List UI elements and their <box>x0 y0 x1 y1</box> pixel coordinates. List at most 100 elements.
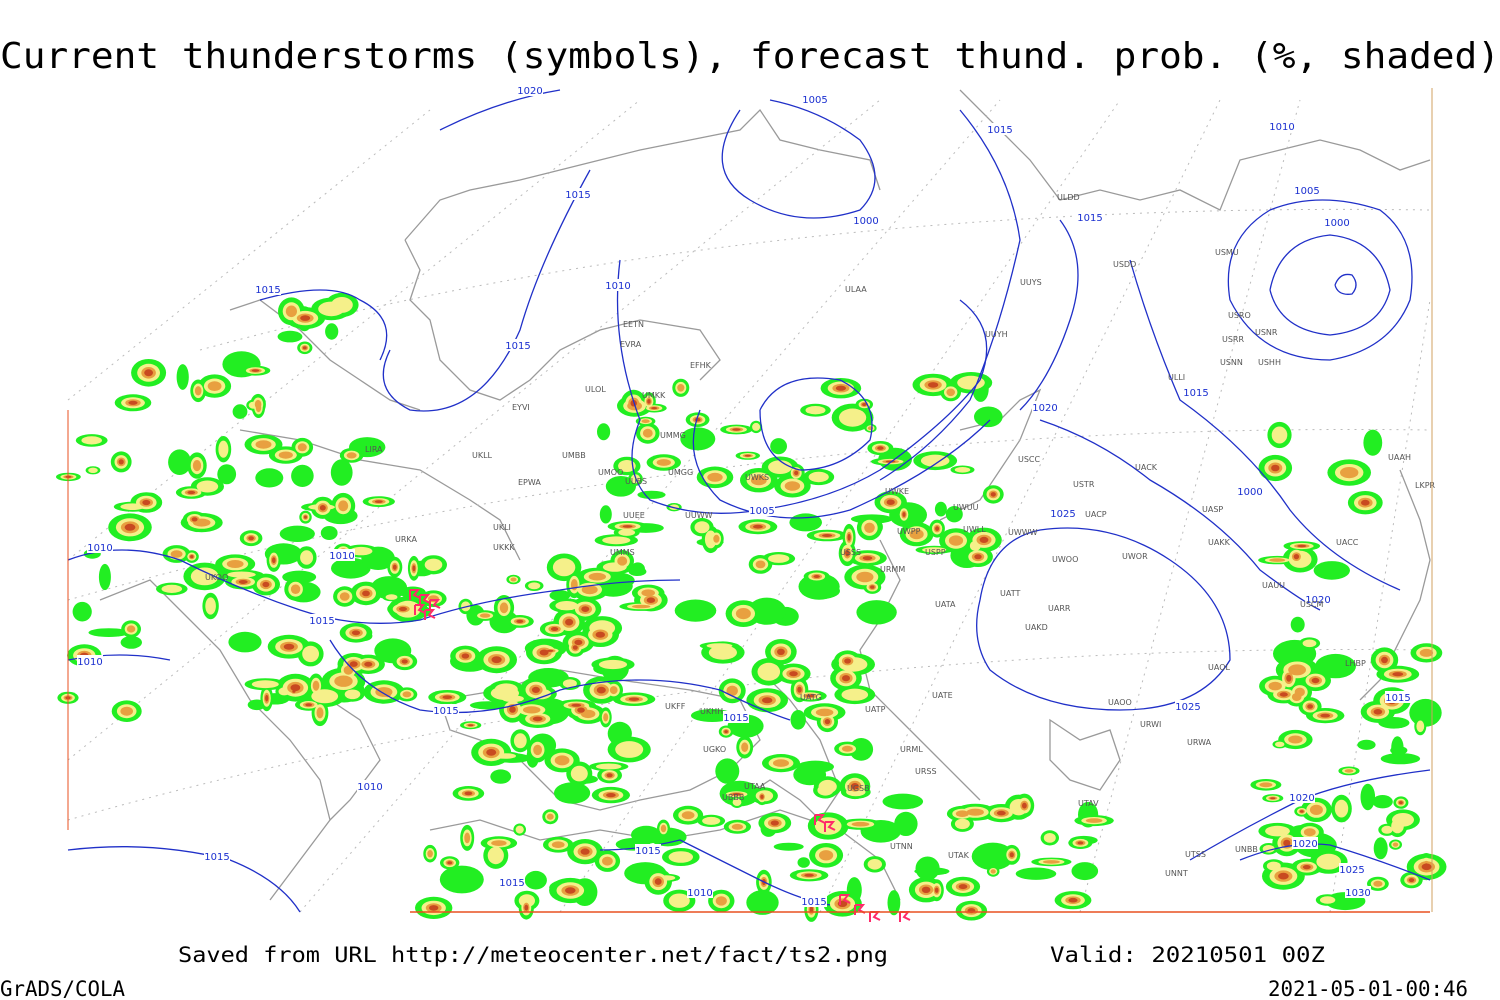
isobar-label: 1010 <box>605 281 630 292</box>
isobar-label: 1015 <box>801 897 826 908</box>
prob-area <box>894 811 918 837</box>
prob-area <box>300 550 314 565</box>
prob-area <box>809 906 814 913</box>
station-label: USNN <box>1220 358 1243 367</box>
prob-area <box>617 556 628 566</box>
prob-area <box>887 890 901 916</box>
prob-area <box>1391 819 1404 834</box>
prob-area <box>605 476 637 497</box>
prob-area <box>1416 720 1425 733</box>
prob-area <box>142 499 151 506</box>
prob-area <box>580 848 590 855</box>
prob-area <box>618 529 636 536</box>
station-label: UAAH <box>1388 453 1411 462</box>
storm-symbol <box>429 599 441 610</box>
isobar-label-bg <box>1237 485 1263 497</box>
prob-area <box>797 857 810 868</box>
prob-area <box>1320 713 1330 718</box>
prob-area <box>732 793 741 796</box>
prob-area <box>1265 825 1290 837</box>
prob-area <box>442 695 453 699</box>
prob-area <box>602 536 631 545</box>
prob-area <box>660 824 667 833</box>
isobar-labels: 1020 1005 1015 1010 1005 1000 1015 1000 1015 1010… <box>77 84 1411 908</box>
prob-area <box>1068 897 1078 903</box>
prob-area <box>735 608 751 620</box>
isobar-label-bg <box>801 895 827 907</box>
station-label: UACC <box>1336 538 1359 547</box>
prob-area <box>291 464 314 487</box>
prob-area <box>98 563 111 591</box>
isobar-label: 1015 <box>987 125 1012 136</box>
prob-area <box>1381 656 1388 664</box>
prob-area <box>796 760 835 773</box>
prob-area <box>331 557 371 579</box>
station-label: UWLL <box>963 525 986 534</box>
prob-area <box>877 446 884 450</box>
prob-area <box>1293 554 1300 560</box>
prob-area <box>1085 818 1103 823</box>
prob-area <box>641 589 655 597</box>
prob-area <box>302 645 319 663</box>
station-label: LHBP <box>1345 659 1366 668</box>
isobar-label-bg <box>87 541 113 553</box>
station-label: UARR <box>1048 604 1071 613</box>
isobar-label: 1010 <box>1269 122 1294 133</box>
prob-area <box>128 400 138 405</box>
prob-area <box>120 706 133 716</box>
prob-area <box>375 687 393 697</box>
prob-area <box>707 472 723 482</box>
prob-area <box>190 555 194 559</box>
prob-area <box>278 687 290 696</box>
isobar-label: 1015 <box>309 616 334 627</box>
isobar-label-bg <box>1385 691 1411 703</box>
prob-area <box>531 686 540 694</box>
storm-symbol <box>839 894 851 905</box>
station-label: UTNN <box>890 842 913 851</box>
prob-area <box>1015 867 1057 880</box>
storm-symbol <box>414 604 426 615</box>
prob-area <box>1279 692 1288 697</box>
prob-area <box>334 675 353 687</box>
prob-area <box>351 630 361 636</box>
prob-area <box>402 691 412 698</box>
prob-area <box>226 560 244 568</box>
prob-area <box>272 557 276 564</box>
prob-area <box>325 323 339 340</box>
isobar-label-bg <box>1345 886 1371 898</box>
station-label: UATA <box>935 600 956 609</box>
prob-area <box>283 643 295 650</box>
prob-area <box>554 755 570 766</box>
isobar-label: 1015 <box>1077 213 1102 224</box>
prob-area <box>935 526 940 531</box>
prob-area <box>1307 704 1313 709</box>
station-label: USCC <box>1018 455 1041 464</box>
prob-area <box>603 713 609 722</box>
prob-area <box>1361 499 1370 506</box>
prob-area <box>464 791 473 796</box>
station-label: UWKE <box>885 487 909 496</box>
prob-area <box>588 572 606 581</box>
isobar-label-bg <box>749 504 775 516</box>
prob-area <box>1373 880 1383 887</box>
prob-area <box>1334 799 1349 818</box>
station-label: UMKK <box>642 391 666 400</box>
prob-area <box>595 631 605 638</box>
prob-area <box>768 460 793 474</box>
prob-area <box>1319 896 1336 904</box>
station-label: UACK <box>1135 463 1158 472</box>
prob-area <box>784 481 801 491</box>
prob-area <box>370 576 408 600</box>
prob-area <box>909 529 924 540</box>
prob-area <box>487 846 504 865</box>
prob-area <box>606 773 613 778</box>
prob-area <box>539 649 549 656</box>
prob-area <box>1303 828 1316 837</box>
isobar-label: 1020 <box>517 86 542 97</box>
prob-area <box>248 536 254 541</box>
prob-area <box>954 467 971 473</box>
station-label: EYVI <box>512 403 530 412</box>
prob-area <box>806 694 815 698</box>
prob-area <box>251 680 279 689</box>
station-label: URMM <box>880 565 905 574</box>
